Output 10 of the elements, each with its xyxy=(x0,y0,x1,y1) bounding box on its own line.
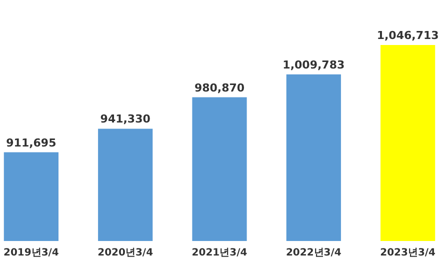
x-tick-label: 2022년3/4 xyxy=(286,248,342,258)
data-label: 911,695 xyxy=(6,136,56,150)
x-tick-label: 2020년3/4 xyxy=(98,248,154,258)
x-tick-label: 2021년3/4 xyxy=(192,248,248,258)
data-label: 1,046,713 xyxy=(376,29,439,42)
x-tick-label: 2023년3/4 xyxy=(380,248,436,258)
data-label: 980,870 xyxy=(194,81,245,94)
data-label: 1,009,783 xyxy=(282,58,345,72)
x-tick-label: 2019년3/4 xyxy=(3,248,59,258)
data-label: 941,330 xyxy=(100,112,151,126)
